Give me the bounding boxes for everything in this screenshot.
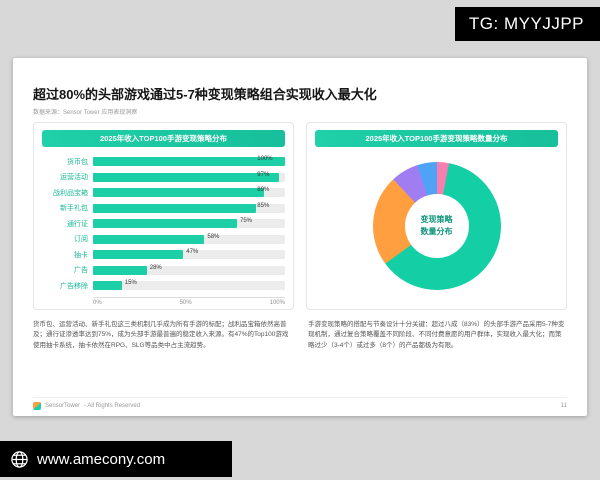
note-left: 货币包、运营活动、新手礼包这三类机制几乎成为所有手游的标配；战利品宝箱依然高普及… — [33, 321, 289, 349]
slide-card: 超过80%的头部游戏通过5-7种变现策略组合实现收入最大化 数据来源：Senso… — [13, 58, 587, 416]
bar-row: 战利品宝箱 89% — [42, 185, 285, 201]
bar-row: 货币包 100% — [42, 154, 285, 170]
bar-fill — [93, 203, 257, 213]
bar-fill — [93, 250, 184, 260]
bar-value-label: 58% — [207, 233, 220, 240]
bar-fill — [93, 188, 264, 198]
bar-value-label: 100% — [257, 156, 273, 163]
tg-watermark: TG: MYYJJPP — [454, 7, 600, 41]
donut-chart-panel: 2025年收入TOP100手游变现策略数量分布 变现策略 数量分布 — [306, 122, 567, 310]
bar-chart-title: 2025年收入TOP100手游变现策略分布 — [42, 130, 285, 147]
data-source-note: 数据来源：Sensor Tower 应用表现洞察 — [33, 110, 138, 116]
bar-category-label: 广告移除 — [60, 282, 88, 290]
globe-icon — [11, 450, 28, 468]
bar-fill — [93, 281, 122, 291]
bar-track: 47% — [93, 249, 285, 260]
bar-chart-panel: 2025年收入TOP100手游变现策略分布 货币包 100% 运营活动 97% 战利品宝… — [33, 122, 294, 310]
bar-category-label: 新手礼包 — [60, 205, 88, 213]
bar-row: 运营活动 97% — [42, 170, 285, 186]
bar-track: 15% — [93, 280, 285, 291]
donut-wrap: 变现策略 数量分布 — [315, 162, 558, 290]
bar-value-label: 28% — [149, 264, 162, 271]
bar-row: 通行证 75% — [42, 216, 285, 232]
notes-row: 货币包、运营活动、新手礼包这三类机制几乎成为所有手游的标配；战利品宝箱依然高普及… — [33, 320, 567, 351]
sensortower-logo-icon — [33, 402, 41, 410]
x-tick-50: 50% — [179, 299, 192, 306]
donut-ring: 变现策略 数量分布 — [372, 162, 501, 290]
footer-rights-text: - All Rights Reserved — [84, 403, 141, 409]
website-watermark: www.amecony.com — [0, 441, 232, 477]
x-tick-100: 100% — [269, 299, 285, 306]
bar-value-label: 15% — [124, 280, 137, 287]
bar-category-label: 战利品宝箱 — [53, 189, 88, 197]
bar-row: 广告移除 15% — [42, 278, 285, 294]
bar-track: 89% — [93, 187, 285, 198]
x-tick-0: 0% — [93, 299, 102, 306]
charts-row: 2025年收入TOP100手游变现策略分布 货币包 100% 运营活动 97% 战利品宝… — [33, 122, 567, 310]
bar-value-label: 47% — [186, 249, 199, 256]
bar-row: 新手礼包 85% — [42, 201, 285, 217]
bar-category-label: 货币包 — [67, 158, 88, 166]
bar-category-label: 抽卡 — [74, 251, 88, 259]
bar-track: 100% — [93, 156, 285, 167]
bar-chart-rows: 货币包 100% 运营活动 97% 战利品宝箱 89% 新手礼包 85% 通行证 75% 订阅 58%… — [42, 154, 285, 294]
tg-watermark-text: TG: MYYJJPP — [468, 14, 584, 33]
donut-hole: 变现策略 数量分布 — [404, 194, 469, 258]
bar-fill — [93, 157, 285, 167]
bar-track: 58% — [93, 233, 285, 244]
donut-center-label: 变现策略 数量分布 — [420, 215, 453, 236]
bar-category-label: 通行证 — [67, 220, 88, 228]
page-title: 超过80%的头部游戏通过5-7种变现策略组合实现收入最大化 — [33, 87, 377, 102]
note-right: 手游变现策略的搭配与节奏设计十分关键：超过八成（83%）的头部手游产品采用5-7… — [308, 321, 565, 349]
bar-value-label: 75% — [240, 218, 253, 225]
bar-chart-x-axis: 0% 50% 100% — [93, 296, 285, 306]
bar-category-label: 订阅 — [74, 236, 88, 244]
bar-row: 订阅 58% — [42, 232, 285, 248]
page-number: 11 — [560, 403, 567, 409]
donut-chart-title: 2025年收入TOP100手游变现策略数量分布 — [315, 130, 558, 147]
bar-value-label: 97% — [257, 171, 270, 178]
bar-row: 广告 28% — [42, 263, 285, 279]
bar-track: 75% — [93, 218, 285, 229]
bar-category-label: 广告 — [74, 267, 88, 275]
slide-footer: SensorTower - All Rights Reserved 11 — [33, 397, 567, 410]
bar-value-label: 89% — [257, 187, 270, 194]
bar-track: 97% — [93, 171, 285, 182]
bar-track: 85% — [93, 202, 285, 213]
bar-track: 28% — [93, 264, 285, 275]
bar-fill — [93, 219, 237, 229]
bar-row: 抽卡 47% — [42, 247, 285, 263]
website-watermark-text: www.amecony.com — [37, 450, 166, 468]
bar-category-label: 运营活动 — [60, 174, 88, 182]
bar-value-label: 85% — [257, 202, 270, 209]
bar-fill — [93, 265, 147, 275]
bar-fill — [93, 234, 205, 244]
footer-brand: SensorTower - All Rights Reserved — [33, 402, 140, 410]
bar-fill — [93, 172, 280, 182]
footer-logo-text: SensorTower — [45, 403, 81, 409]
